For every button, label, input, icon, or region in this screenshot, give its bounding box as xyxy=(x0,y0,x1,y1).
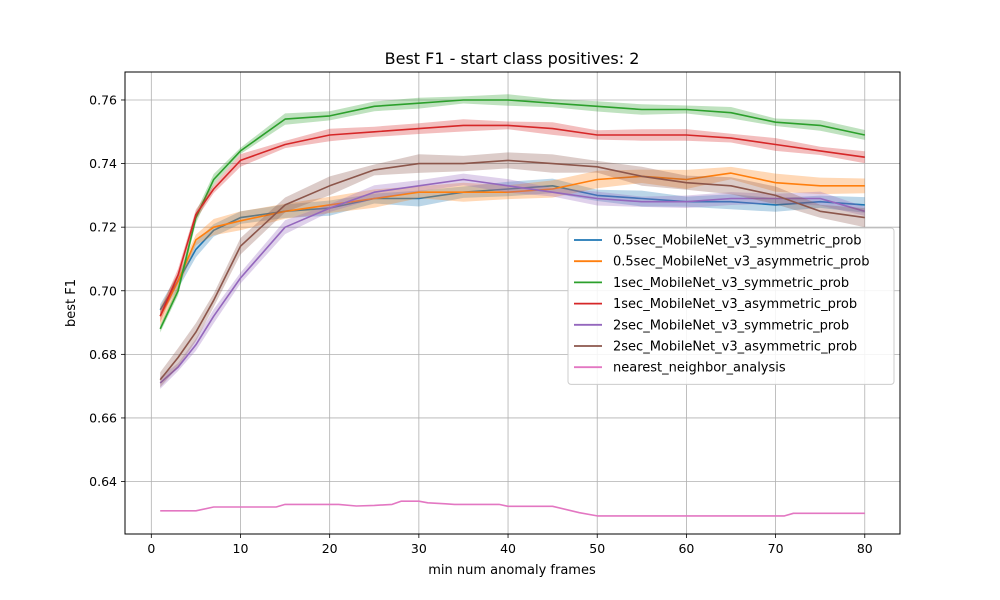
y-tick-label: 0.68 xyxy=(89,347,117,362)
legend-box xyxy=(567,227,895,385)
legend-entry: 1sec_MobileNet_v3_symmetric_prob xyxy=(613,276,849,291)
x-tick-label: 50 xyxy=(589,541,605,556)
series-band-5 xyxy=(160,173,865,389)
legend-entry: 0.5sec_MobileNet_v3_symmetric_prob xyxy=(613,234,862,249)
y-tick-label: 0.72 xyxy=(89,220,117,235)
x-tick-label: 0 xyxy=(147,541,155,556)
y-axis-label: best F1 xyxy=(64,279,79,327)
y-tick-label: 0.76 xyxy=(89,92,117,107)
series-layer xyxy=(159,94,866,517)
y-tick-label: 0.74 xyxy=(89,156,117,171)
series-line-5 xyxy=(159,178,866,384)
y-axis-ticks: 0.64 0.66 0.68 0.70 0.72 0.74 0.76 xyxy=(89,92,125,489)
y-tick-label: 0.66 xyxy=(89,410,117,425)
chart-title: Best F1 - start class positives: 2 xyxy=(385,49,640,68)
series-line-3 xyxy=(159,99,865,330)
legend-entry: nearest_neighbor_analysis xyxy=(613,361,786,376)
x-tick-label: 80 xyxy=(857,541,873,556)
legend-entry: 1sec_MobileNet_v3_asymmetric_prob xyxy=(613,297,857,312)
grid-lines xyxy=(125,72,900,534)
series-line-2 xyxy=(159,172,865,317)
x-tick-label: 40 xyxy=(500,541,516,556)
plot-frame xyxy=(124,71,901,535)
legend-entry: 2sec_MobileNet_v3_asymmetric_prob xyxy=(613,340,857,355)
x-axis-ticks: 0 10 20 30 40 50 60 70 80 xyxy=(147,534,873,556)
series-line-7 xyxy=(160,500,865,517)
y-tick-label: 0.70 xyxy=(89,283,117,298)
x-tick-label: 60 xyxy=(678,541,694,556)
legend-entry: 2sec_MobileNet_v3_symmetric_prob xyxy=(613,318,849,333)
series-line-6 xyxy=(159,159,865,381)
x-tick-label: 30 xyxy=(411,541,427,556)
legend-entry: 0.5sec_MobileNet_v3_asymmetric_prob xyxy=(613,255,870,270)
x-axis-label: min num anomaly frames xyxy=(428,563,596,578)
y-tick-label: 0.64 xyxy=(89,474,117,489)
series-band-1 xyxy=(160,178,865,316)
x-tick-label: 70 xyxy=(768,541,784,556)
x-tick-label: 20 xyxy=(322,541,338,556)
x-tick-label: 10 xyxy=(233,541,249,556)
legend: 0.5sec_MobileNet_v3_symmetric_prob 0.5sec… xyxy=(567,227,895,385)
series-line-4 xyxy=(159,124,865,317)
series-band-2 xyxy=(160,166,865,326)
